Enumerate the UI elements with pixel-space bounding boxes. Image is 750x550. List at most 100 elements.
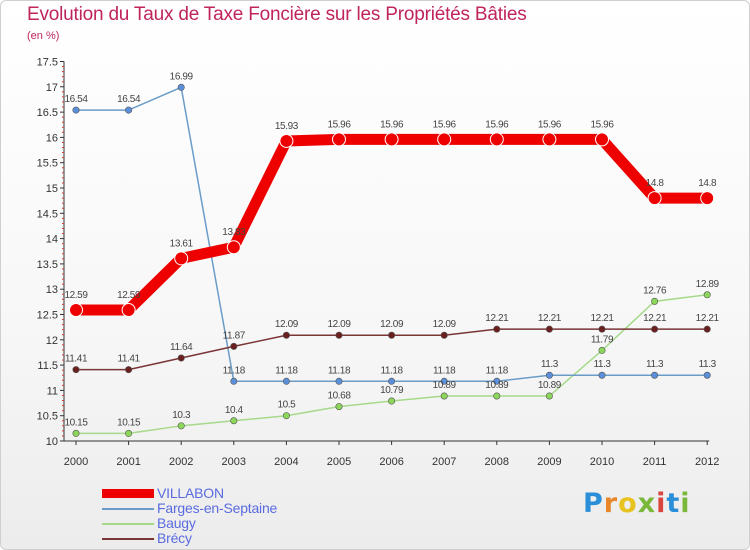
data-label: 15.96 <box>327 119 351 130</box>
legend-label: Brécy <box>157 530 192 546</box>
data-label: 11.18 <box>486 365 509 376</box>
data-point <box>700 191 715 206</box>
data-label: 12.21 <box>643 313 667 324</box>
data-point <box>177 422 185 430</box>
data-point <box>493 377 501 385</box>
data-point <box>226 240 241 255</box>
data-label: 11.3 <box>541 359 559 370</box>
data-label: 12.21 <box>696 313 720 324</box>
data-label: 11.87 <box>223 330 246 341</box>
data-point <box>230 342 238 350</box>
data-point <box>125 106 133 114</box>
x-tick-label: 2002 <box>169 456 193 468</box>
data-label: 10.79 <box>380 385 404 396</box>
y-tick-label: 14.5 <box>37 208 58 220</box>
data-label: 15.93 <box>275 121 299 132</box>
data-point <box>335 403 343 411</box>
legend-item-baugy[interactable]: Baugy <box>102 516 277 531</box>
x-tick-label: 2000 <box>64 456 88 468</box>
data-label: 10.15 <box>64 417 88 428</box>
data-label: 11.18 <box>380 365 403 376</box>
y-tick-label: 13 <box>46 284 58 296</box>
data-point <box>545 325 553 333</box>
series-points <box>69 83 715 437</box>
data-point <box>703 325 711 333</box>
data-point <box>545 371 553 379</box>
legend-swatch <box>102 507 154 510</box>
logo-letter: i <box>656 488 667 519</box>
data-point <box>125 366 133 374</box>
data-point <box>174 251 189 266</box>
data-label: 10.68 <box>327 391 351 402</box>
y-tick-label: 10.5 <box>37 411 58 423</box>
data-label: 11.64 <box>170 342 193 353</box>
x-tick-label: 2011 <box>643 456 667 468</box>
y-tick-label: 15.5 <box>37 158 58 170</box>
data-point <box>703 291 711 299</box>
data-point <box>125 429 133 437</box>
data-label: 11.41 <box>117 354 140 365</box>
data-point <box>651 325 659 333</box>
data-point <box>651 371 659 379</box>
data-point <box>388 331 396 339</box>
logo-letter: i <box>680 488 691 519</box>
data-label: 10.89 <box>433 380 457 391</box>
data-label: 11.18 <box>433 365 456 376</box>
data-point <box>279 133 294 148</box>
legend-item-villabon[interactable]: VILLABON <box>102 486 277 501</box>
data-label: 11.18 <box>328 365 351 376</box>
y-tick-label: 11 <box>47 385 58 397</box>
axes: 10 10.5 11 11.5 12 12.5 13 13.5 14 14.5 15 15.5 16 16… <box>37 57 720 469</box>
data-point <box>72 429 80 437</box>
data-point <box>440 377 448 385</box>
data-point <box>388 397 396 405</box>
data-point <box>598 325 606 333</box>
data-label: 15.96 <box>590 119 614 130</box>
logo-letter: t <box>666 488 681 519</box>
data-label: 12.59 <box>117 290 141 301</box>
legend-label: Baugy <box>157 515 196 531</box>
data-label: 12.21 <box>590 313 614 324</box>
x-tick-label: 2010 <box>590 456 614 468</box>
data-label: 10.89 <box>538 380 562 391</box>
data-label: 15.96 <box>380 119 404 130</box>
legend-item-brecy[interactable]: Brécy <box>102 531 277 546</box>
logo-letter: r <box>603 488 619 519</box>
legend-item-farges-en-septaine[interactable]: Farges-en-Septaine <box>102 501 277 516</box>
x-tick-label: 2012 <box>695 456 719 468</box>
data-label: 10.5 <box>277 400 296 411</box>
legend-label: Farges-en-Septaine <box>157 500 278 516</box>
data-point <box>69 302 83 317</box>
x-tick-label: 2008 <box>485 456 509 468</box>
data-label: 15.96 <box>485 119 509 130</box>
data-point <box>647 191 662 206</box>
x-tick-label: 2001 <box>116 456 140 468</box>
y-tick-label: 12.5 <box>37 310 58 322</box>
data-label: 12.09 <box>433 319 457 330</box>
data-point <box>651 297 659 305</box>
data-point <box>177 83 185 91</box>
data-point <box>335 377 343 385</box>
y-tick-label: 12 <box>46 335 58 347</box>
data-point <box>489 132 504 147</box>
data-label: 10.15 <box>117 417 141 428</box>
data-label: 12.59 <box>64 290 88 301</box>
legend: VILLABON Farges-en-Septaine Baugy Brécy <box>102 486 277 546</box>
data-label: 16.54 <box>117 94 141 105</box>
data-label: 16.99 <box>170 71 194 82</box>
y-tick-label: 17 <box>46 82 58 94</box>
data-point <box>72 366 80 374</box>
data-point <box>121 302 136 317</box>
data-label: 15.96 <box>538 119 562 130</box>
y-tick-label: 16 <box>46 132 58 144</box>
data-labels: 12.59 12.59 13.61 13.83 15.93 15.96 15.96 15.96… <box>64 71 719 428</box>
data-label: 12.09 <box>275 319 299 330</box>
data-label: 11.41 <box>65 354 88 365</box>
data-point <box>493 392 501 400</box>
x-tick-label: 2006 <box>379 456 403 468</box>
data-point <box>440 392 448 400</box>
x-tick-label: 2003 <box>222 456 246 468</box>
data-label: 11.3 <box>593 359 611 370</box>
